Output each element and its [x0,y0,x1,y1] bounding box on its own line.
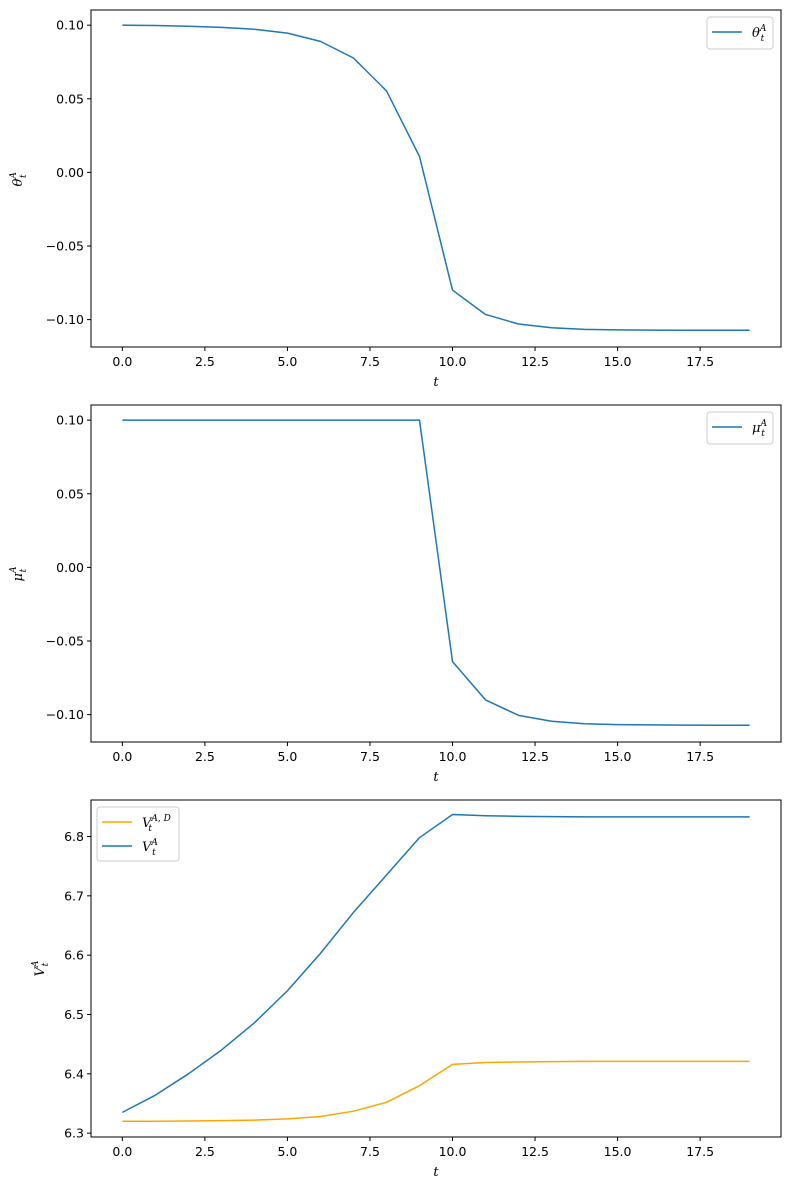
x-tick-label: 10.0 [439,749,467,764]
y-tick-label: 0.10 [56,18,84,33]
x-tick-label: 5.0 [277,354,297,369]
y-tick-label: 0.05 [56,91,84,106]
axes-frame [90,799,782,1138]
math-label: VAt [31,960,51,976]
axes-frame [90,9,782,348]
label-base: V [33,966,48,977]
label-base: θ [752,26,760,41]
x-tick-label: 0.0 [112,749,132,764]
x-tick-label: 10.0 [439,354,467,369]
y-axis-label: VAt [31,960,51,976]
y-tick-label: −0.05 [46,634,84,649]
label-sub: t [19,568,29,572]
y-tick-label: 0.10 [56,413,84,428]
label-base: V [142,816,153,831]
subplot-mu: 0.0 2.5 5.0 7.5 10.0 12.5 15.0 17.5 0.10 0.05 0.00… [9,404,782,785]
x-tick-label: 7.5 [360,354,380,369]
legend: μA t [706,411,774,445]
math-label: θAt [9,172,29,187]
label-sup: A [759,24,767,34]
subplot-theta: 0.0 2.5 5.0 7.5 10.0 12.5 15.0 17.5 0.10 0.05 0.00… [9,9,782,390]
series-line-0 [122,1060,750,1123]
y-tick-label: 6.5 [64,1007,84,1022]
legend-box [706,411,774,445]
x-tick-label: 15.0 [604,354,632,369]
label-sub: t [761,34,765,44]
axes-frame [90,404,782,743]
x-tick-label: 2.5 [195,354,215,369]
label-sup: A [9,172,19,180]
label-sub: t [761,429,765,439]
y-tick-label: 6.4 [64,1066,84,1081]
math-label: μAt [9,566,29,581]
x-tick-label: 15.0 [604,749,632,764]
x-axis-label: t [433,770,439,785]
label-sub: t [19,174,29,178]
series-line-0 [122,24,750,331]
y-tick-label: 6.3 [64,1126,84,1141]
x-tick-label: 2.5 [195,749,215,764]
y-tick-label: 6.7 [64,888,84,903]
series-line-1 [122,813,750,1114]
x-tick-label: 2.5 [195,1144,215,1159]
label-base: V [142,840,153,855]
label-base: θ [11,179,26,187]
label-sub: t [148,824,152,834]
y-tick-label: 6.6 [64,948,84,963]
label-sup: A [150,838,158,848]
x-tick-label: 5.0 [277,749,297,764]
label-base: μ [11,573,26,581]
label-sup: A [9,566,19,574]
subplot-value: 0.0 2.5 5.0 7.5 10.0 12.5 15.0 17.5 6.8 6.7 6.6 6.5… [31,799,782,1180]
x-tick-label: 7.5 [360,749,380,764]
label-sup: A [759,419,767,429]
label-sub: t [152,848,156,858]
y-tick-label: 0.05 [56,486,84,501]
legend-box [96,806,180,862]
x-tick-label: 15.0 [604,1144,632,1159]
y-tick-label: −0.05 [46,239,84,254]
x-axis-label: t [433,375,439,390]
x-tick-label: 0.0 [112,354,132,369]
x-tick-label: 5.0 [277,1144,297,1159]
label-sup: A, D [150,814,170,824]
x-tick-label: 12.5 [521,1144,549,1159]
x-axis-label: t [433,1165,439,1180]
y-axis-label: μAt [9,566,29,581]
legend: θA t [706,16,774,50]
x-tick-label: 12.5 [521,749,549,764]
x-tick-label: 7.5 [360,1144,380,1159]
y-axis-label: θAt [9,172,29,187]
y-tick-label: 6.8 [64,829,84,844]
x-tick-label: 17.5 [686,1144,714,1159]
x-tick-label: 12.5 [521,354,549,369]
y-tick-label: −0.10 [46,312,84,327]
x-tick-label: 10.0 [439,1144,467,1159]
y-tick-label: −0.10 [46,707,84,722]
label-sup: A [31,960,41,968]
x-tick-label: 0.0 [112,1144,132,1159]
label-sub: t [41,962,51,966]
x-tick-label: 17.5 [686,354,714,369]
y-tick-label: 0.00 [56,560,84,575]
y-tick-label: 0.00 [56,165,84,180]
series-line-0 [122,419,750,726]
legend-box [706,16,774,50]
label-base: μ [752,421,760,436]
x-tick-label: 17.5 [686,749,714,764]
